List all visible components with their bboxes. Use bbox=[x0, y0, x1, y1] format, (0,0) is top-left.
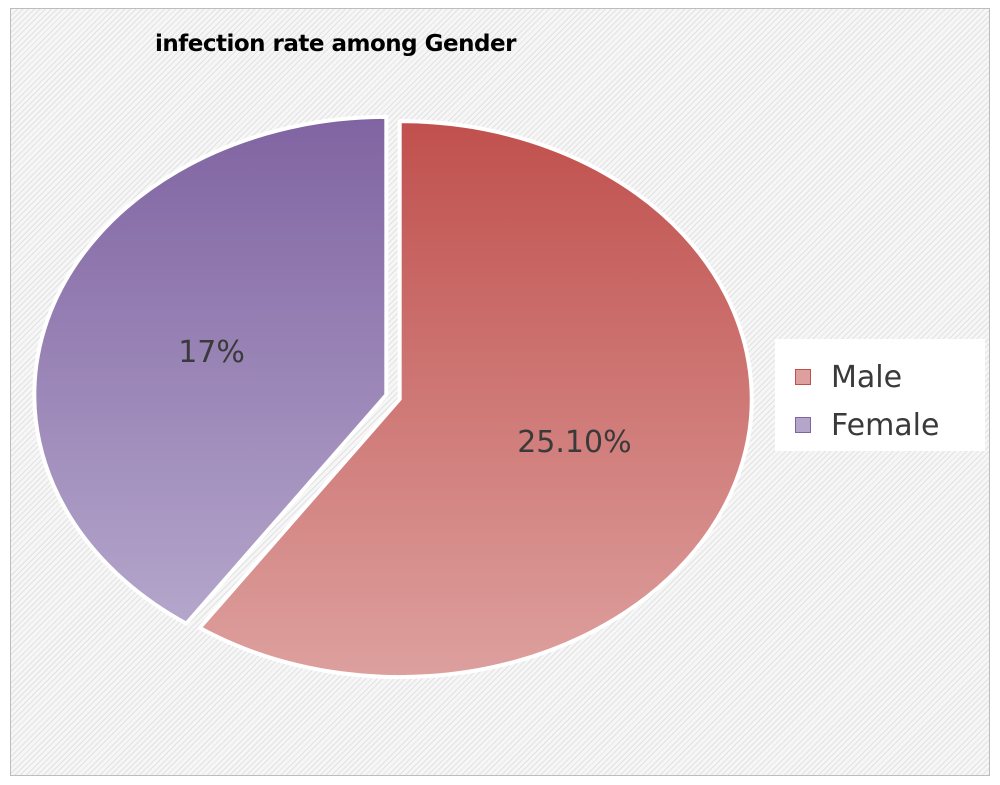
chart-title: infection rate among Gender bbox=[155, 31, 516, 57]
data-label-female: 17% bbox=[178, 335, 245, 370]
data-label-male: 25.10% bbox=[517, 425, 631, 460]
legend-swatch-male bbox=[795, 369, 811, 385]
legend: Male Female bbox=[775, 339, 985, 451]
chart-frame: 25.10% 17% infection rate among Gender Ma… bbox=[10, 8, 990, 776]
pie-slice-male bbox=[197, 119, 754, 680]
pie-slice-female bbox=[32, 114, 389, 626]
legend-swatch-female bbox=[795, 417, 811, 433]
legend-item-male: Male bbox=[795, 353, 985, 401]
pie-chart: 25.10% 17% bbox=[32, 114, 754, 680]
legend-item-female: Female bbox=[795, 401, 985, 449]
legend-label-female: Female bbox=[831, 407, 940, 443]
legend-label-male: Male bbox=[831, 359, 903, 395]
